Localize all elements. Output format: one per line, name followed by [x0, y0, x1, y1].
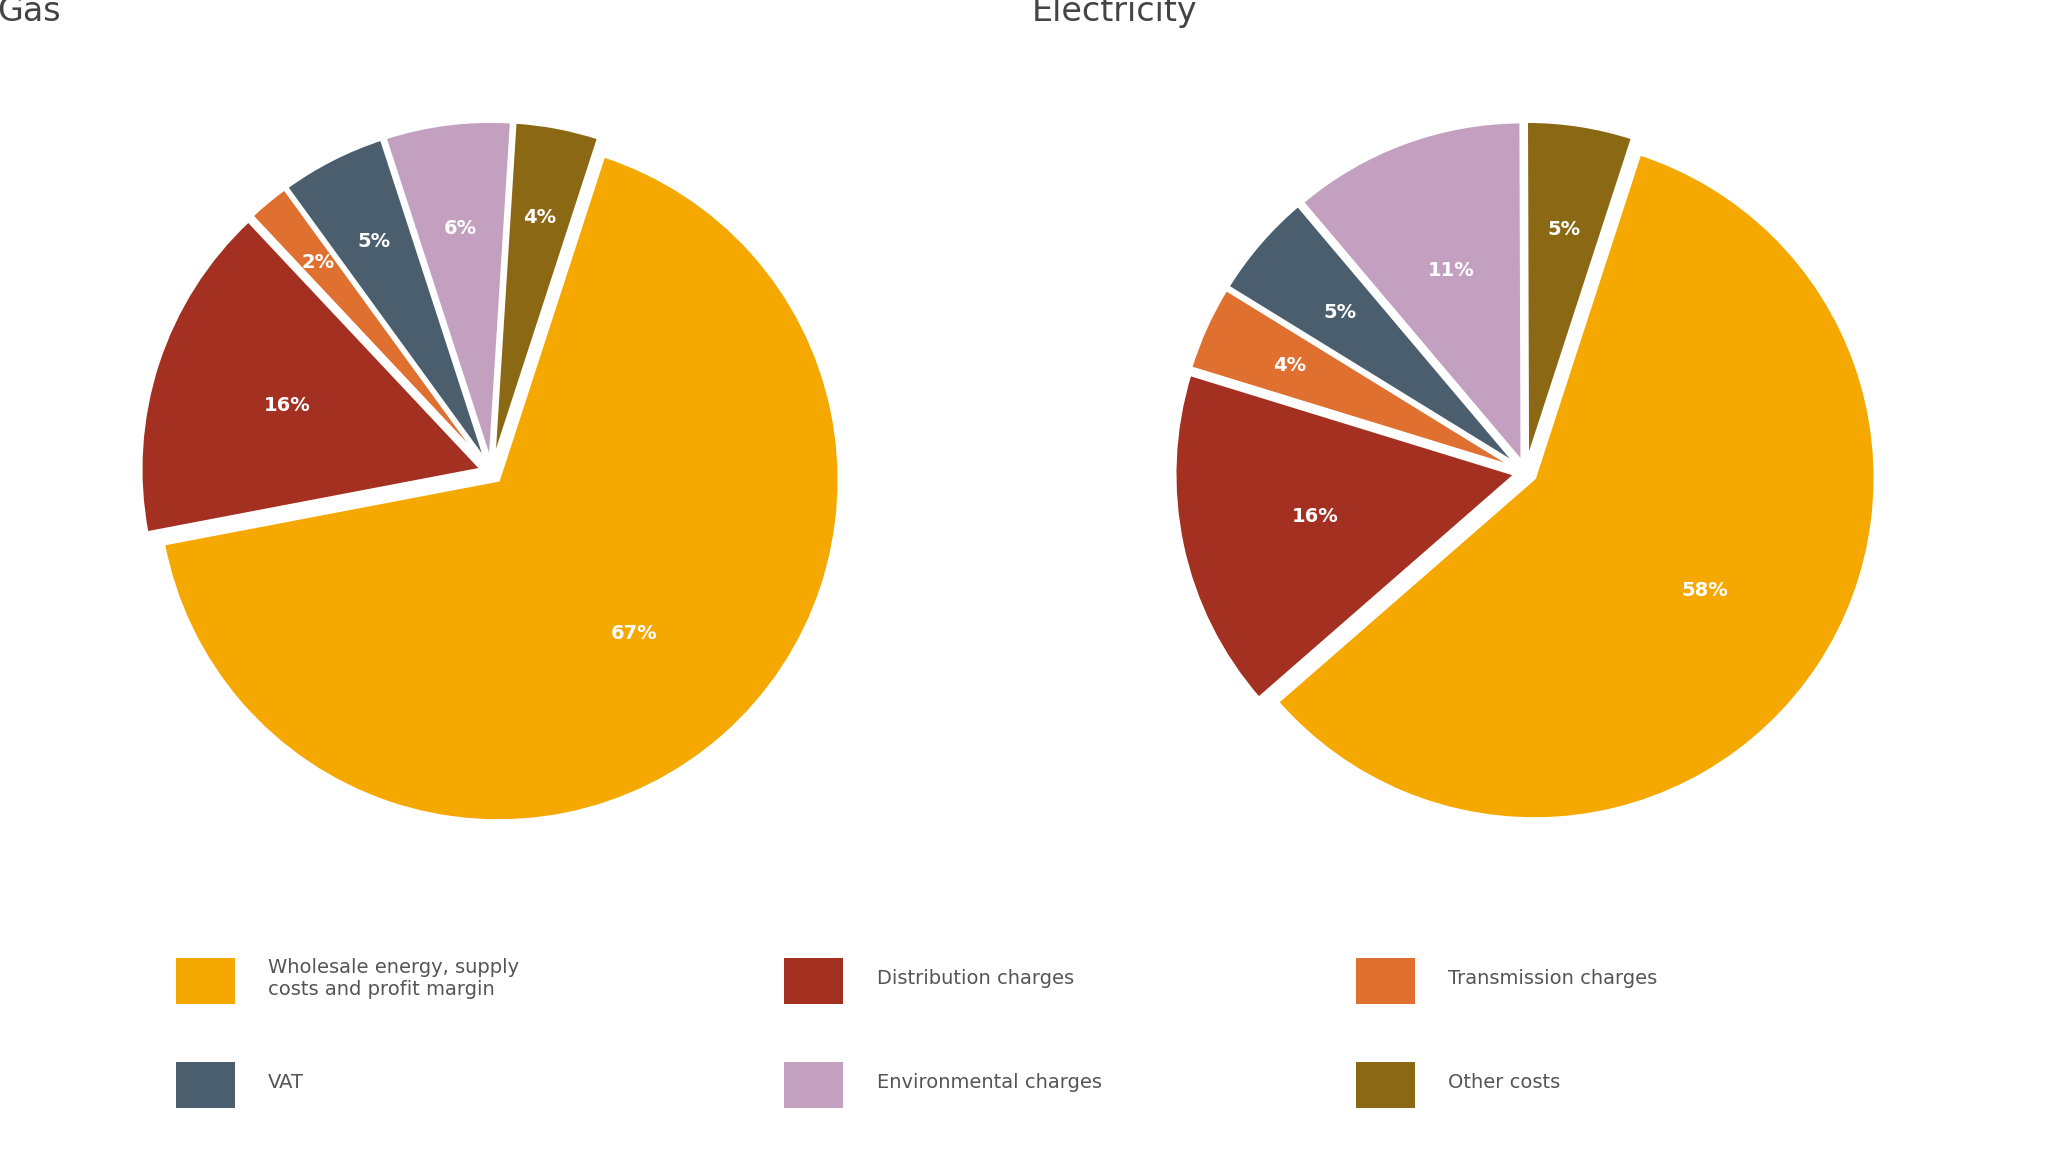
Wedge shape: [385, 121, 512, 462]
Text: 67%: 67%: [610, 624, 657, 643]
Text: 4%: 4%: [1274, 356, 1307, 374]
Text: 11%: 11%: [1427, 262, 1475, 280]
Wedge shape: [252, 189, 485, 464]
Text: 5%: 5%: [356, 232, 391, 251]
Text: Electricity: Electricity: [1032, 0, 1196, 28]
Bar: [176, 958, 236, 1005]
FancyBboxPatch shape: [66, 929, 1982, 1145]
Bar: [1356, 1062, 1415, 1108]
Wedge shape: [141, 220, 481, 533]
Wedge shape: [1190, 289, 1516, 468]
Wedge shape: [1526, 121, 1632, 462]
Wedge shape: [1303, 122, 1522, 463]
Wedge shape: [287, 139, 487, 463]
Text: 5%: 5%: [1323, 303, 1356, 321]
Bar: [784, 958, 844, 1005]
Text: 5%: 5%: [1546, 220, 1581, 240]
Bar: [176, 1062, 236, 1108]
Wedge shape: [164, 156, 840, 821]
Text: 4%: 4%: [524, 209, 557, 227]
Text: 58%: 58%: [1681, 582, 1729, 600]
Text: Environmental charges: Environmental charges: [877, 1074, 1102, 1092]
Text: Other costs: Other costs: [1448, 1074, 1561, 1092]
Wedge shape: [1278, 153, 1876, 819]
Text: 16%: 16%: [1292, 508, 1339, 526]
Text: 16%: 16%: [264, 396, 311, 416]
Text: VAT: VAT: [268, 1074, 305, 1092]
Bar: [784, 1062, 844, 1108]
Text: 2%: 2%: [301, 252, 334, 272]
Wedge shape: [1176, 374, 1516, 698]
Wedge shape: [494, 122, 598, 462]
Text: Wholesale energy, supply
costs and profit margin: Wholesale energy, supply costs and profi…: [268, 958, 520, 1000]
Wedge shape: [1227, 205, 1518, 465]
Text: Gas: Gas: [0, 0, 61, 28]
Text: Transmission charges: Transmission charges: [1448, 970, 1657, 988]
Bar: [1356, 958, 1415, 1005]
Text: Distribution charges: Distribution charges: [877, 970, 1073, 988]
Text: 6%: 6%: [444, 219, 477, 238]
